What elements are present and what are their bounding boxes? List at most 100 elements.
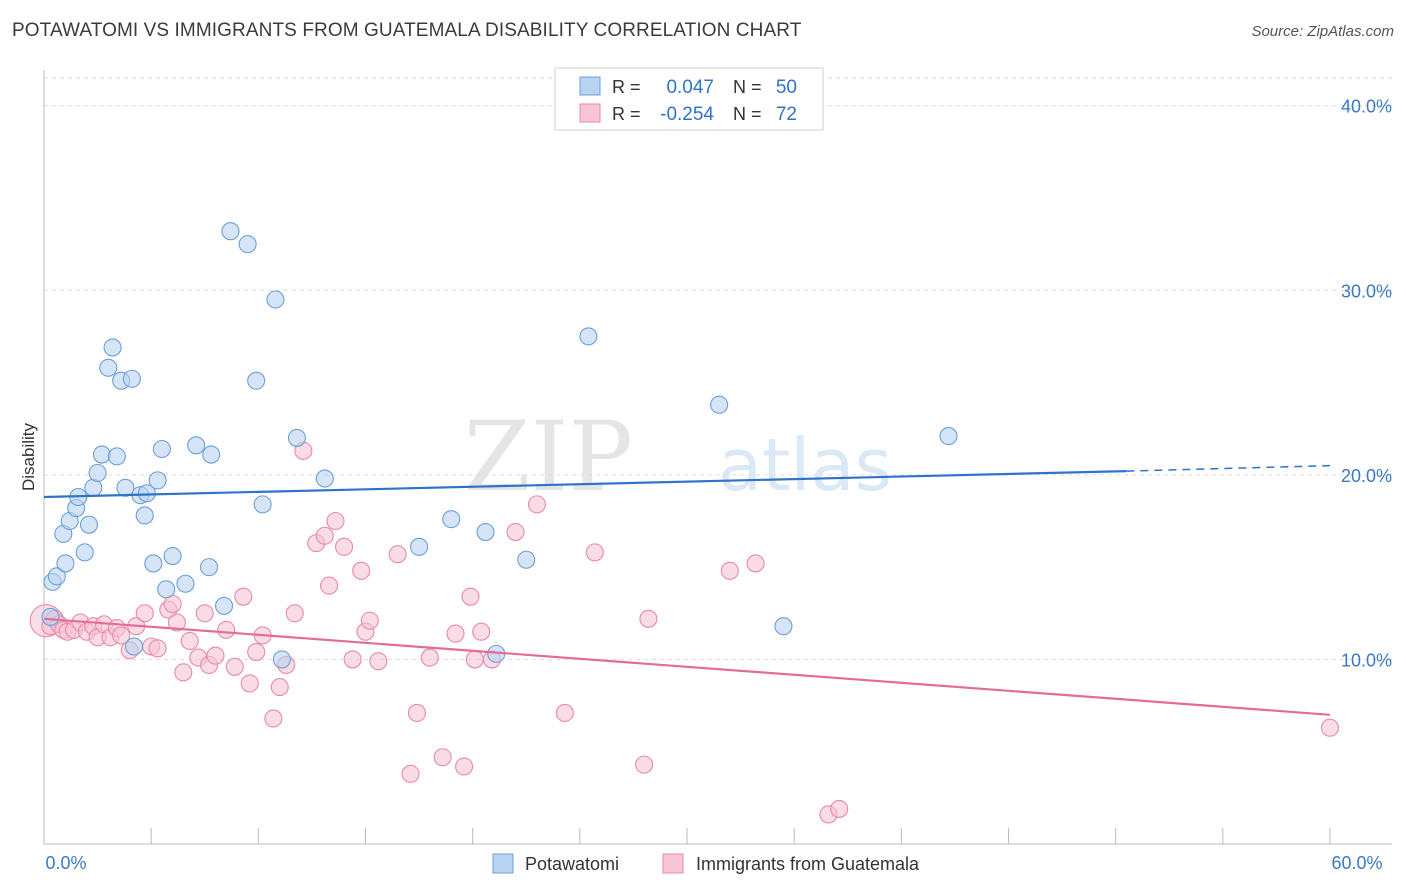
potawatomi-point [410, 537, 429, 556]
stats-legend-pink-swatch [579, 103, 601, 123]
y-tick-label: 10.0% [1341, 650, 1392, 670]
guatemala-point [639, 609, 658, 628]
potawatomi-point [122, 369, 141, 388]
guatemala-point [264, 709, 283, 728]
potawatomi-point [107, 447, 126, 466]
guatemala-point [135, 604, 154, 623]
potawatomi-point [187, 436, 206, 455]
y-tick-label: 40.0% [1341, 97, 1392, 117]
potawatomi-point [579, 327, 598, 346]
potawatomi-point [287, 428, 306, 447]
chart-title: POTAWATOMI VS IMMIGRANTS FROM GUATEMALA … [12, 20, 802, 41]
potawatomi-point [774, 617, 793, 636]
potawatomi-point [442, 510, 461, 529]
guatemala-point [343, 650, 362, 669]
guatemala-point [527, 495, 547, 514]
potawatomi-point [135, 506, 154, 525]
guatemala-point [455, 757, 474, 776]
guatemala-point [234, 587, 253, 606]
guatemala-point [635, 755, 654, 774]
potawatomi-point [56, 554, 75, 573]
potawatomi-point [202, 445, 221, 464]
guatemala-point [247, 642, 266, 662]
guatemala-point [433, 748, 452, 767]
legend-guatemala-label: Immigrants from Guatemala [696, 854, 920, 874]
guatemala-point [180, 631, 199, 651]
guatemala-point [270, 678, 289, 697]
guatemala-point [465, 650, 484, 669]
watermark-zip: ZIP [464, 401, 633, 513]
potawatomi-point [124, 637, 144, 656]
guatemala-point [401, 764, 420, 783]
potawatomi-point [272, 650, 291, 669]
guatemala-point [720, 561, 739, 580]
potawatomi-point [99, 358, 118, 377]
x-tick-label-max: 60.0% [1331, 853, 1382, 873]
guatemala-point [285, 604, 304, 623]
potawatomi-point [79, 515, 99, 534]
trendlines [43, 464, 1331, 716]
gridlines [44, 77, 1392, 660]
guatemala-point [206, 646, 225, 665]
legend-potawatomi-label: Potawatomi [525, 854, 619, 874]
guatemala-point [320, 576, 339, 595]
guatemala-point [746, 554, 765, 573]
watermark-atlas: atlas [718, 423, 892, 507]
stats-legend-r-value-2: -0.254 [660, 104, 714, 125]
y-axis-label: Disability [19, 422, 38, 491]
y-axis-tick-labels: 10.0% 20.0% 30.0% 40.0% [1341, 97, 1392, 671]
potawatomi-point [47, 567, 66, 586]
potawatomi-point [157, 580, 176, 599]
potawatomi-point [315, 469, 334, 488]
potawatomi-point [41, 607, 60, 627]
guatemala-point [1320, 718, 1340, 737]
guatemala-point [112, 626, 131, 645]
guatemala-point [195, 604, 214, 623]
potawatomi-trendline-extension [1126, 464, 1331, 472]
y-tick-label: 20.0% [1341, 466, 1392, 486]
guatemala-point [555, 703, 574, 722]
potawatomi-point [176, 574, 195, 593]
stats-legend-r-value-1: 0.047 [666, 77, 714, 98]
watermark: ZIP atlas [464, 401, 892, 513]
potawatomi-point [253, 495, 272, 514]
potawatomi-point [247, 371, 266, 390]
guatemala-point [217, 620, 236, 639]
potawatomi-point [476, 523, 495, 542]
potawatomi-point [214, 596, 234, 615]
potawatomi-point [75, 543, 94, 562]
potawatomi-point [517, 550, 536, 569]
stats-legend-n-value-1: 50 [776, 77, 797, 98]
guatemala-trendline [43, 617, 1331, 716]
guatemala-point [420, 648, 439, 667]
stats-legend-r-label-2: R = [612, 104, 641, 124]
potawatomi-point [710, 395, 729, 414]
stats-legend-r-label-1: R = [612, 77, 641, 97]
stats-legend-blue-swatch [579, 76, 601, 96]
series-potawatomi-points [41, 222, 958, 669]
legend-guatemala-swatch [662, 853, 684, 874]
guatemala-point [506, 523, 525, 542]
guatemala-point [352, 561, 371, 580]
potawatomi-point [266, 290, 285, 309]
guatemala-point [388, 545, 407, 564]
guatemala-point [407, 703, 426, 722]
stats-legend-n-value-2: 72 [776, 104, 797, 125]
potawatomi-point [103, 338, 122, 357]
guatemala-point [335, 537, 354, 556]
potawatomi-point [148, 471, 167, 490]
potawatomi-point [116, 478, 135, 497]
source-label: Source: ZipAtlas.com [1251, 23, 1394, 40]
potawatomi-point [163, 547, 182, 566]
guatemala-point [240, 674, 259, 693]
guatemala-point [315, 526, 334, 545]
guatemala-point [369, 652, 388, 671]
potawatomi-point [144, 554, 163, 573]
guatemala-point [446, 624, 465, 643]
x-axis-ticks [43, 828, 1331, 844]
potawatomi-point [152, 439, 171, 459]
guatemala-point [360, 611, 379, 630]
guatemala-point [461, 587, 480, 606]
guatemala-point [148, 639, 167, 658]
